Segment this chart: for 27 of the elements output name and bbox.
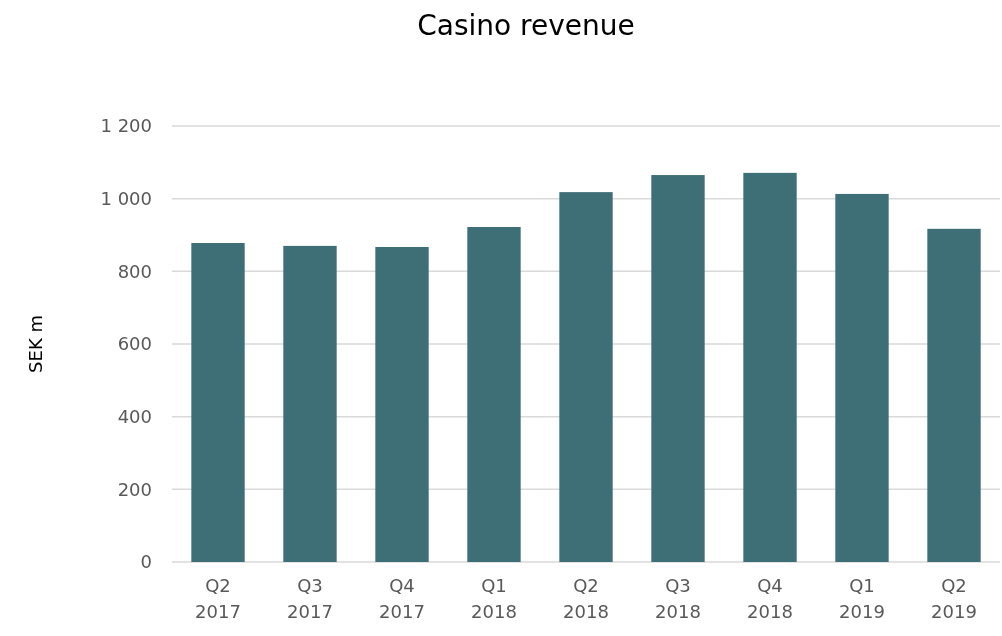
x-tick-label: Q1 2018 [471,575,517,622]
x-tick-label: Q4 2017 [379,575,425,622]
bar [283,245,337,562]
y-tick-label: 400 [117,405,152,427]
y-tick-label: 600 [117,333,152,355]
y-tick-label: 1 000 [100,187,152,209]
bar [835,193,889,562]
bar [651,175,705,562]
x-tick-label: Q4 2018 [747,575,793,622]
chart-title: Casino revenue [417,9,635,42]
bar [559,192,613,562]
bar [927,228,981,562]
bar [467,227,521,562]
bar [743,172,797,562]
x-tick-label: Q3 2018 [655,575,701,622]
x-tick-label: Q3 2017 [287,575,333,622]
y-tick-label: 0 [140,551,152,573]
x-tick-label: Q1 2019 [839,575,885,622]
x-tick-label: Q2 2017 [195,575,241,622]
bar [375,246,429,562]
y-axis-title: SEK m [25,315,46,373]
y-tick-label: 1 200 [100,115,152,137]
y-tick-label: 200 [117,478,152,500]
y-tick-label: 800 [117,260,152,282]
x-tick-label: Q2 2019 [931,575,977,622]
x-tick-label: Q2 2018 [563,575,609,622]
bar [191,242,245,562]
